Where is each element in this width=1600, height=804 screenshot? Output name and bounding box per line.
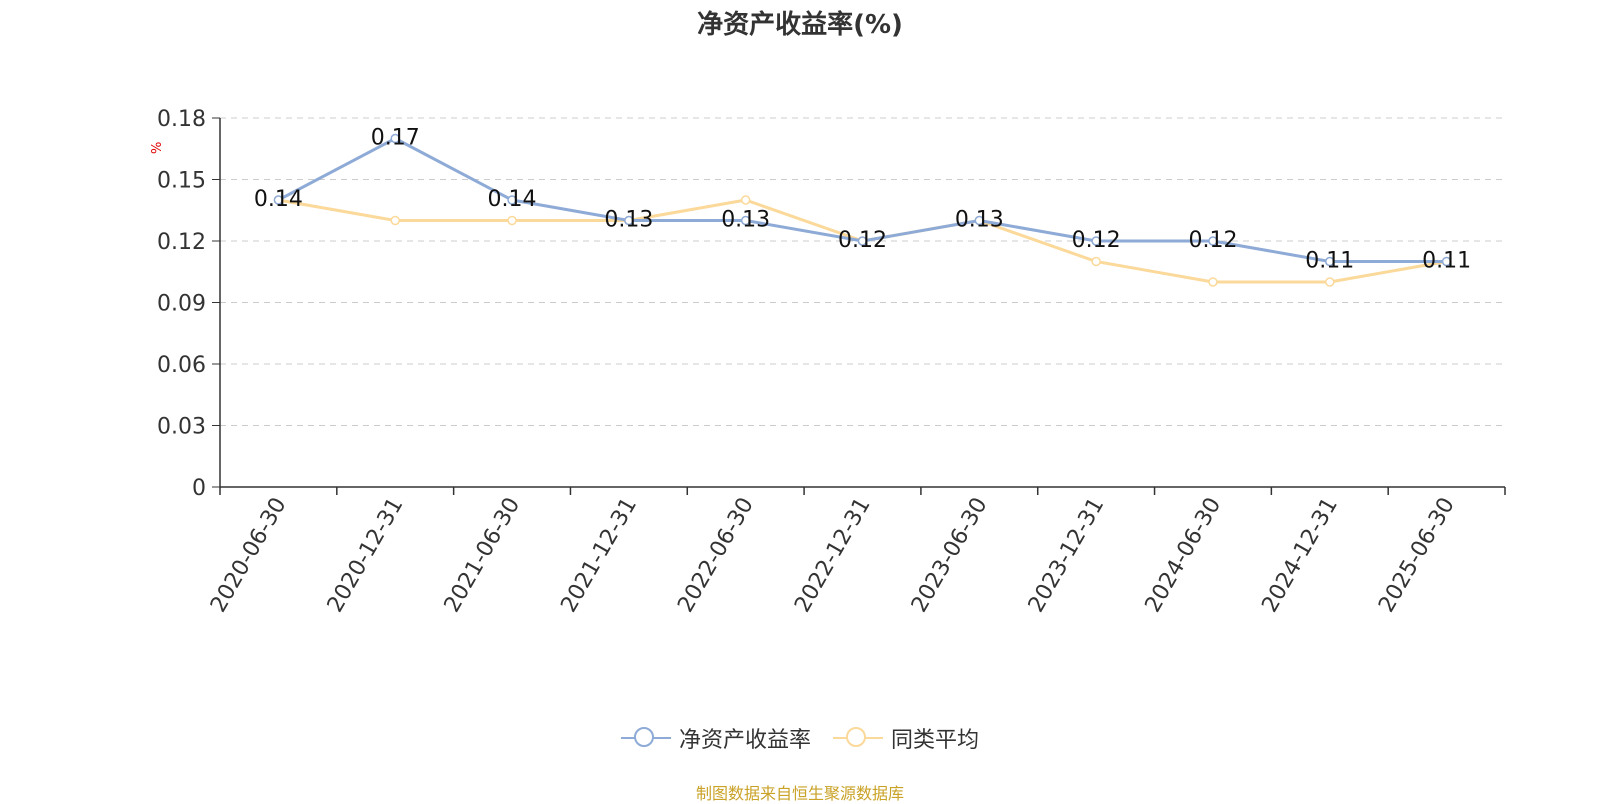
data-label: 0.13 [604,208,653,233]
data-label: 0.12 [1188,228,1237,253]
series-1-point [974,215,985,226]
x-tick-label: 2021-12-31 [556,494,642,617]
x-tick-label: 2025-06-30 [1374,494,1460,617]
series-1-point [1441,256,1452,267]
data-label: 0.12 [1072,228,1121,253]
data-label: 0.13 [955,208,1004,233]
axes: 0 0.03 0.06 0.09 0.12 0.15 0.18 2020-06-30 2020-… [157,107,1506,617]
x-tick-label: 2023-06-30 [907,493,993,616]
data-label: 0.11 [1305,249,1354,274]
data-label: 0.14 [488,187,537,212]
series-2-point [1091,256,1101,267]
series-2-point [740,195,751,205]
x-tick-label: 2024-12-31 [1257,494,1343,617]
x-tick-label: 2021-06-30 [440,494,526,617]
x-tick-label: 2020-06-30 [206,494,292,617]
data-label: 0.14 [254,187,303,212]
series-2-point [1325,277,1335,287]
legend-label: 净资产收益率 [678,728,811,753]
data-label: 0.11 [1422,249,1471,274]
y-tick-label: 0.12 [157,230,206,255]
legend-item-series-2[interactable]: 同类平均 [833,722,979,754]
series-1-point [740,215,751,226]
legend: 净资产收益率 同类平均 [0,722,1600,754]
y-tick-label: 0.15 [157,169,206,194]
data-labels: 0.14 0.17 0.14 0.13 0.13 0.12 0.13 0.12 0.12 0.11… [254,126,1471,274]
series-group [273,133,1452,287]
x-tick-label: 2022-06-30 [673,494,759,617]
chart-title: 净资产收益率(%) [697,10,903,40]
series-1-point [390,133,400,144]
data-source-note: 制图数据来自恒生聚源数据库 [695,784,904,803]
series-2-point [1208,277,1218,287]
series-2-point [507,215,517,226]
x-tick-label: 2023-12-31 [1024,494,1110,617]
y-tick-label: 0.03 [157,415,206,440]
y-tick-label: 0.09 [157,292,206,317]
legend-marker-icon [833,726,883,750]
x-tick-label: 2022-12-31 [790,494,876,617]
data-label: 0.12 [838,228,887,253]
x-tick-label: 2024-06-30 [1141,494,1227,617]
legend-label: 同类平均 [891,728,980,753]
x-tick-label: 2020-12-31 [323,494,409,617]
legend-marker-icon [620,726,671,750]
y-tick-label: 0.18 [157,107,206,132]
y-tick-label: 0.06 [157,353,206,378]
series-1-point [507,195,517,205]
y-tick-label: 0 [192,476,206,501]
series-2-point [390,215,400,226]
series-1-point [1208,236,1218,246]
legend-item-series-1[interactable]: 净资产收益率 [620,722,811,754]
data-label: 0.17 [371,126,420,151]
series-1-point [624,215,634,226]
data-label: 0.13 [721,208,770,233]
series-1-point [857,236,868,246]
series-1-point [273,195,284,205]
series-1-point [1325,256,1335,267]
series-1-point [1091,236,1101,246]
